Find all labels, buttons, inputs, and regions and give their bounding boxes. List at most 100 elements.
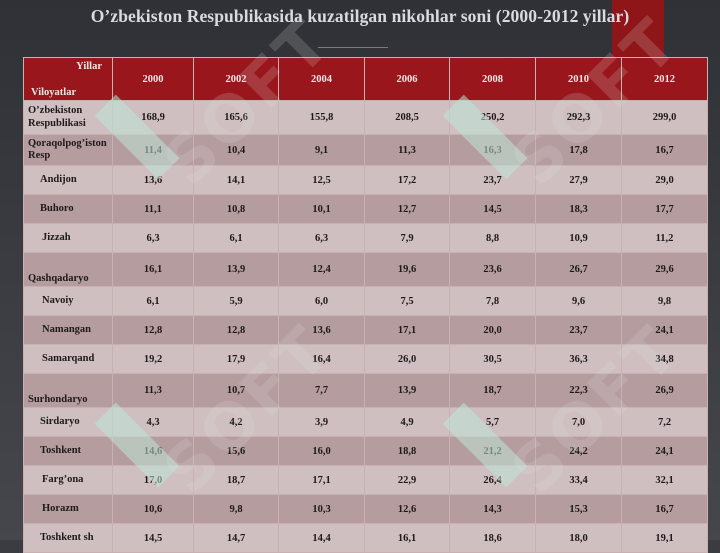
value-cell: 6,0 [278,286,365,316]
region-name: Toshkent sh [40,531,94,543]
value-cell: 10,3 [278,494,365,524]
value-cell: 11,3 [364,134,450,166]
region-name: Samarqand [42,352,95,364]
value-cell: 6,1 [193,223,279,253]
value-cell: 3,9 [278,407,365,437]
value-cell: 23,6 [449,252,536,287]
table-row: Sirdaryo 4,3 4,2 3,9 4,9 5,7 7,0 7,2 [23,407,708,437]
value-cell: 6,3 [278,223,365,253]
value-cell: 22,3 [535,373,622,408]
value-cell: 16,7 [621,134,708,166]
value-cell: 11,2 [621,223,708,253]
value-cell: 5,9 [193,286,279,316]
value-cell: 165,6 [193,100,279,135]
value-cell: 17,7 [621,194,708,224]
value-cell: 168,9 [112,100,194,135]
year-header: 2008 [449,57,536,101]
year-header: 2000 [112,57,194,101]
value-cell: 17,2 [364,165,450,195]
region-name: Sirdaryo [40,415,80,427]
value-cell: 16,3 [449,134,536,166]
table-header-row: Yillar Viloyatlar 2000 2002 2004 2006 20… [23,57,708,101]
value-cell: 10,7 [193,373,279,408]
value-cell: 19,6 [364,252,450,287]
value-cell: 6,1 [112,286,194,316]
year-header: 2002 [193,57,279,101]
value-cell: 6,3 [112,223,194,253]
table-row: Buhoro 11,1 10,8 10,1 12,7 14,5 18,3 17,7 [23,194,708,224]
value-cell: 7,9 [364,223,450,253]
value-cell: 4,9 [364,407,450,437]
region-name: O’zbekiston Respublikasi [28,105,86,129]
value-cell: 9,8 [621,286,708,316]
value-cell: 10,8 [193,194,279,224]
region-name: Toshkent [40,444,82,456]
slide-title: O’zbekiston Respublikasida kuzatilgan ni… [90,6,630,26]
value-cell: 11,3 [112,373,194,408]
region-name: Namangan [42,323,92,335]
value-cell: 15,6 [193,436,279,466]
value-cell: 12,4 [278,252,365,287]
value-cell: 14,5 [112,523,194,553]
value-cell: 23,7 [449,165,536,195]
region-cell: Sirdaryo [23,407,113,437]
value-cell: 24,2 [535,436,622,466]
table-row: O’zbekiston Respublikasi 168,9 165,6 155,8 2… [23,100,708,135]
value-cell: 9,8 [193,494,279,524]
value-cell: 17,1 [278,465,365,495]
region-cell: Samarqand [23,344,113,374]
region-name: Horazm [42,502,79,514]
region-cell: Qoraqolpog’iston Resp [23,134,113,166]
value-cell: 10,6 [112,494,194,524]
table-row: Samarqand 19,2 17,9 16,4 26,0 30,5 36,3 34,8 [23,344,708,374]
value-cell: 17,8 [535,134,622,166]
table-row: Andijon 13,6 14,1 12,5 17,2 23,7 27,9 29,0 [23,165,708,195]
region-cell: Qashqadaryo [23,252,113,287]
value-cell: 13,9 [193,252,279,287]
value-cell: 12,6 [364,494,450,524]
table-row: Horazm 10,6 9,8 10,3 12,6 14,3 15,3 16,7 [23,494,708,524]
value-cell: 23,7 [535,315,622,345]
value-cell: 29,6 [621,252,708,287]
value-cell: 7,2 [621,407,708,437]
region-name: Qoraqolpog’iston Resp [28,137,107,161]
header-years-label: Yillar [76,61,102,72]
value-cell: 19,2 [112,344,194,374]
value-cell: 29,0 [621,165,708,195]
value-cell: 17,1 [364,315,450,345]
region-cell: Toshkent sh [23,523,113,553]
table-row: Namangan 12,8 12,8 13,6 17,1 20,0 23,7 24,1 [23,315,708,345]
value-cell: 9,6 [535,286,622,316]
value-cell: 7,7 [278,373,365,408]
value-cell: 24,1 [621,436,708,466]
region-name: Buhoro [40,202,74,214]
value-cell: 16,7 [621,494,708,524]
value-cell: 5,7 [449,407,536,437]
value-cell: 14,5 [449,194,536,224]
value-cell: 299,0 [621,100,708,135]
region-name: Andijon [40,173,77,185]
value-cell: 16,4 [278,344,365,374]
value-cell: 33,4 [535,465,622,495]
year-header: 2006 [364,57,450,101]
value-cell: 18,8 [364,436,450,466]
table-row: Surhondaryo 11,3 10,7 7,7 13,9 18,7 22,3 26,9 [23,373,708,408]
value-cell: 10,4 [193,134,279,166]
value-cell: 14,4 [278,523,365,553]
value-cell: 4,2 [193,407,279,437]
region-name: Navoiy [42,294,74,306]
value-cell: 12,8 [112,315,194,345]
region-cell: Navoiy [23,286,113,316]
value-cell: 26,7 [535,252,622,287]
value-cell: 292,3 [535,100,622,135]
region-cell: Surhondaryo [23,373,113,408]
table-row: Qoraqolpog’iston Resp 11,4 10,4 9,1 11,3 16,3… [23,134,708,166]
marriages-table: Yillar Viloyatlar 2000 2002 2004 2006 20… [23,57,708,553]
region-cell: O’zbekiston Respublikasi [23,100,113,135]
value-cell: 14,3 [449,494,536,524]
value-cell: 7,8 [449,286,536,316]
value-cell: 18,7 [449,373,536,408]
value-cell: 16,1 [364,523,450,553]
value-cell: 155,8 [278,100,365,135]
title-underline [318,47,388,48]
